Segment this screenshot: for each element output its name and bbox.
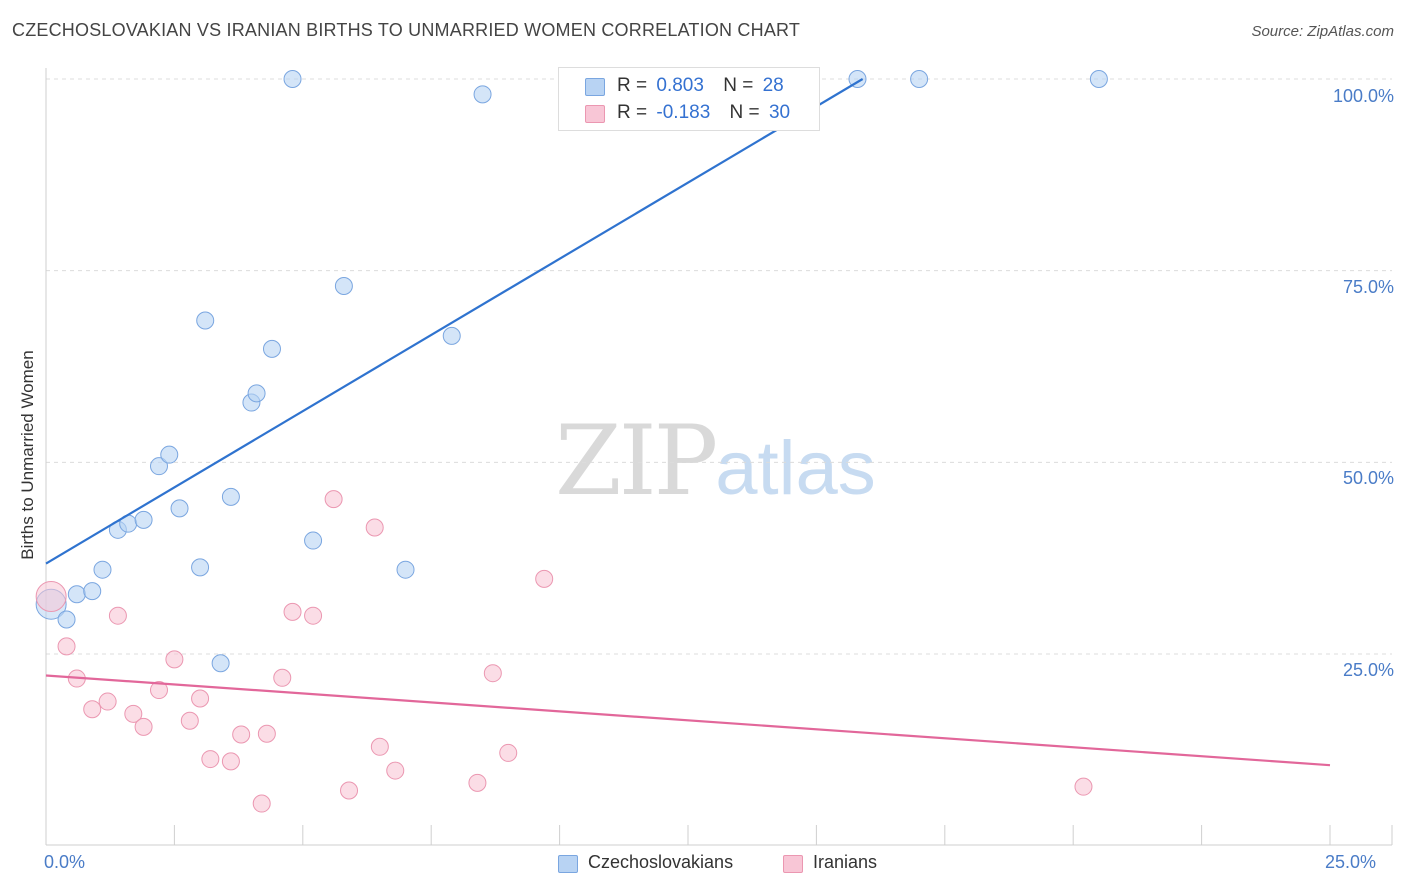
- legend-n-label: N =: [723, 75, 754, 96]
- iranians-point: [232, 725, 251, 744]
- legend-n-value: 28: [762, 75, 784, 96]
- czechoslovakians-point: [283, 70, 302, 88]
- czechoslovakians-point: [910, 70, 929, 88]
- czechoslovakians-point: [1089, 70, 1108, 88]
- czechoslovakians-trend-line: [45, 78, 864, 565]
- czechoslovakians-point: [149, 457, 168, 476]
- x-tick-label-25: 25.0%: [1325, 852, 1377, 872]
- bottom-legend-iranians: Iranians: [813, 852, 878, 872]
- y-tick-label-25: 25.0%: [1342, 660, 1394, 680]
- czechoslovakians-point: [196, 311, 215, 330]
- iranians-point: [98, 692, 117, 711]
- legend-r-label: R =: [617, 102, 648, 123]
- iranians-point: [83, 700, 102, 719]
- iranians-point: [149, 681, 168, 700]
- y-tick-label-50: 50.0%: [1342, 468, 1394, 488]
- czechoslovakians-point: [334, 277, 353, 296]
- iranians-point: [35, 581, 67, 613]
- iranians-point: [124, 704, 143, 723]
- iranians-trend-line: [45, 674, 1331, 767]
- czechoslovakians-point: [67, 585, 86, 604]
- iranians-point: [257, 724, 276, 743]
- iranians-point: [273, 668, 292, 687]
- iranians-point: [1074, 777, 1093, 796]
- czechoslovakians-point: [160, 445, 179, 464]
- czechoslovakians-point: [93, 560, 112, 579]
- iranians-point: [252, 794, 271, 813]
- iranians-point: [386, 761, 405, 780]
- bottom-legend-swatch-iranians: [783, 855, 803, 873]
- czechoslovakians-point: [396, 560, 415, 579]
- iranians-point: [221, 752, 240, 771]
- czechoslovakians-point: [247, 384, 266, 403]
- source-label: Source: ZipAtlas.com: [1251, 23, 1394, 40]
- iranians-point: [370, 737, 389, 756]
- czechoslovakians-point: [304, 531, 323, 550]
- iranians-point: [340, 781, 359, 800]
- legend-row-czechoslovakians: R = 0.803 N = 28: [617, 75, 784, 97]
- iranians-point: [57, 637, 76, 656]
- iranians-point: [191, 689, 210, 708]
- legend-swatch-iranians: [585, 105, 605, 123]
- czechoslovakians-point: [473, 85, 492, 104]
- zipatlas-watermark: ZIPatlas: [555, 405, 876, 517]
- iranians-point: [535, 569, 554, 588]
- iranians-point: [365, 518, 384, 537]
- legend-r-label: R =: [617, 75, 648, 96]
- y-tick-label-75: 75.0%: [1342, 277, 1394, 297]
- legend-swatch-czechoslovakians: [585, 78, 605, 96]
- iranians-point: [180, 711, 199, 730]
- czechoslovakians-point: [442, 326, 461, 345]
- czechoslovakians-point: [83, 582, 102, 601]
- iranians-point: [201, 750, 220, 769]
- legend-row-iranians: R = -0.183 N = 30: [617, 102, 790, 124]
- iranians-point: [165, 650, 184, 669]
- iranians-point: [108, 606, 127, 625]
- czechoslovakians-point: [134, 510, 153, 529]
- correlation-legend: R = 0.803 N = 28 R = -0.183 N = 30: [558, 67, 820, 131]
- czechoslovakians-point: [170, 499, 189, 518]
- x-tick-label-0: 0.0%: [44, 852, 86, 872]
- legend-n-label: N =: [729, 102, 760, 123]
- czechoslovakians-point: [221, 487, 240, 506]
- bottom-legend-czechoslovakians: Czechoslovakians: [588, 852, 734, 872]
- iranians-point: [324, 490, 343, 509]
- y-axis-label: Births to Unmarried Women: [18, 350, 37, 560]
- iranians-point: [134, 717, 153, 736]
- legend-n-value: 30: [768, 102, 791, 123]
- czechoslovakians-point: [57, 610, 76, 629]
- czechoslovakians-point: [211, 654, 230, 673]
- bottom-legend-swatch-czechoslovakians: [558, 855, 578, 873]
- watermark-zip: ZIP: [555, 405, 718, 517]
- iranians-point: [483, 664, 502, 683]
- czechoslovakians-point: [191, 558, 210, 577]
- iranians-point: [499, 743, 518, 762]
- iranians-point: [468, 773, 487, 792]
- legend-r-value: -0.183: [656, 102, 711, 123]
- watermark-atlas: atlas: [715, 426, 876, 511]
- czechoslovakians-point: [848, 70, 867, 88]
- iranians-point: [283, 602, 302, 621]
- czechoslovakians-point: [262, 339, 281, 358]
- y-tick-label-100: 100.0%: [1332, 86, 1394, 106]
- iranians-point: [304, 606, 323, 625]
- chart-title: CZECHOSLOVAKIAN VS IRANIAN BIRTHS TO UNM…: [12, 20, 801, 40]
- legend-r-value: 0.803: [656, 75, 704, 96]
